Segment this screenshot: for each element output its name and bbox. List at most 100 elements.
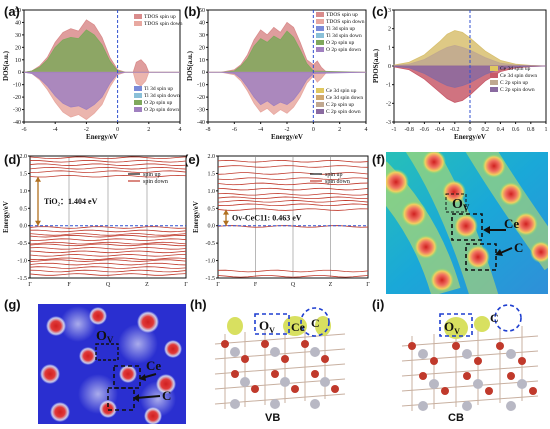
band-line [29, 254, 187, 257]
panel-label-e: (e) [184, 152, 200, 167]
ov-label-g: O [96, 329, 107, 344]
x-tick-label: Q [106, 282, 111, 288]
charge-density-map-g: OV Ce C [38, 304, 186, 424]
band-chart-e: Γ F Q Z Γ-1.5-1.0-0.50.00.51.01.52.0Energy/e… [192, 154, 370, 288]
legend-label: C 2p spin down [500, 87, 535, 93]
y-tick-label: 2 [388, 27, 391, 33]
y-tick-label: 20 [199, 45, 205, 51]
legend-swatch [134, 107, 142, 112]
x-tick-label: -0.4 [435, 127, 445, 133]
y-tick-label: 1 [388, 45, 391, 51]
legend-swatch [316, 95, 324, 100]
legend-label: Ce 3d spin up [500, 66, 531, 72]
band-line [217, 172, 369, 175]
legend-label: Ti 3d spin down [144, 93, 180, 99]
band-line [29, 269, 187, 273]
legend-label: O 2p spin up [144, 100, 173, 106]
band-line [29, 170, 187, 173]
x-tick-label: Q [291, 282, 296, 288]
legend-swatch [134, 93, 142, 98]
legend-swatch [490, 73, 498, 78]
x-tick-label: -2 [84, 127, 89, 133]
band-line [29, 226, 187, 229]
panel-label-d: (d) [4, 152, 21, 167]
band-line [29, 234, 187, 238]
ce-label-f: Ce [504, 216, 519, 231]
band-chart-d: Γ F Q Z Γ-1.5-1.0-0.50.00.51.01.52.0Energy/e… [2, 154, 188, 288]
x-tick-label: 0.4 [497, 127, 505, 133]
y-tick-label: 30 [15, 33, 21, 39]
y-tick-label: 2.0 [208, 154, 216, 160]
series-area-o-2p-spin-down [23, 71, 180, 111]
y-tick-label: 1.0 [20, 189, 28, 195]
x-tick-label: -4 [53, 127, 58, 133]
legend-swatch [316, 12, 324, 17]
y-axis-label: DOS(a.u.) [186, 50, 194, 81]
legend-label: C 2p spin up [326, 102, 354, 108]
y-tick-label: 10 [15, 58, 21, 64]
band-line [29, 174, 187, 178]
x-tick-label: Γ [216, 282, 220, 288]
x-tick-label: -0.6 [420, 127, 430, 133]
band-line [217, 203, 369, 207]
legend-swatch [316, 109, 324, 114]
x-tick-label: 2 [147, 127, 150, 133]
legend-label: spin up [143, 172, 161, 178]
legend-label: O 2p spin down [144, 107, 179, 113]
x-tick-label: F [254, 282, 258, 288]
band-line [29, 266, 187, 269]
legend-label: C 2p spin up [500, 80, 528, 86]
band-line [29, 229, 187, 233]
y-tick-label: 40 [15, 20, 21, 26]
panel-label-f: (f) [372, 152, 385, 167]
legend-swatch [316, 33, 324, 38]
x-tick-label: 2 [338, 127, 341, 133]
x-tick-label: -6 [232, 127, 237, 133]
svg-text:OV: OV [96, 329, 114, 345]
band-line [29, 262, 187, 266]
x-tick-label: 0 [469, 127, 472, 133]
y-tick-label: -30 [13, 108, 21, 114]
y-tick-label: -1.5 [18, 276, 28, 282]
legend-swatch [134, 100, 142, 105]
y-tick-label: -0.5 [206, 241, 216, 247]
ov-label-i: O [444, 319, 454, 334]
y-tick-label: -40 [13, 120, 21, 126]
band-line [29, 156, 187, 160]
x-tick-label: 1 [545, 127, 548, 133]
legend-swatch [316, 26, 324, 31]
gap-arrow-tail [35, 220, 41, 226]
band-line [29, 238, 187, 241]
y-tick-label: 1.0 [208, 189, 216, 195]
band-line [29, 163, 187, 166]
x-tick-label: F [67, 282, 71, 288]
y-tick-label: 0.0 [208, 224, 216, 230]
y-tick-label: 30 [199, 33, 205, 39]
structure-vb-h: OV Ce C VB [205, 304, 355, 426]
x-tick-label: Γ [366, 282, 370, 288]
y-tick-label: -1 [386, 83, 391, 89]
y-axis-label: DOS(a.u.) [2, 50, 10, 81]
ce-label-h: Ce [291, 320, 306, 334]
legend-label: Ce 3d spin up [326, 88, 357, 94]
charge-density-map-f: OV Ce C [386, 152, 548, 294]
band-line [217, 208, 369, 211]
pdos-chart-c: -1 -0.8 -0.6 -0.4 -0.2 0 0.2 0.4 0.6 0.8 1 -3 -2 -1 0 1… [372, 8, 548, 141]
y-tick-label: -10 [197, 83, 205, 89]
legend-label: spin down [325, 179, 350, 185]
legend-label: spin down [143, 179, 168, 185]
gap-arrow-head [223, 209, 229, 215]
y-axis-label: Energy/eV [2, 201, 10, 233]
x-tick-label: Z [145, 282, 149, 288]
y-tick-label: -3 [386, 120, 391, 126]
series-area-o-2p-spin-down [208, 71, 367, 107]
y-tick-label: -1.5 [206, 276, 216, 282]
y-tick-label: 10 [199, 58, 205, 64]
cb-caption: CB [448, 412, 464, 424]
band-line [217, 200, 369, 203]
structure-svg-h: OV Ce C [214, 307, 346, 409]
band-line [29, 257, 187, 261]
ov-label-h: O [259, 318, 269, 333]
dos-chart-b: -8 -6 -4 -2 0 2 4-40-30-20-1001020304050Energy… [186, 8, 368, 141]
svg-text:OV: OV [452, 197, 470, 213]
